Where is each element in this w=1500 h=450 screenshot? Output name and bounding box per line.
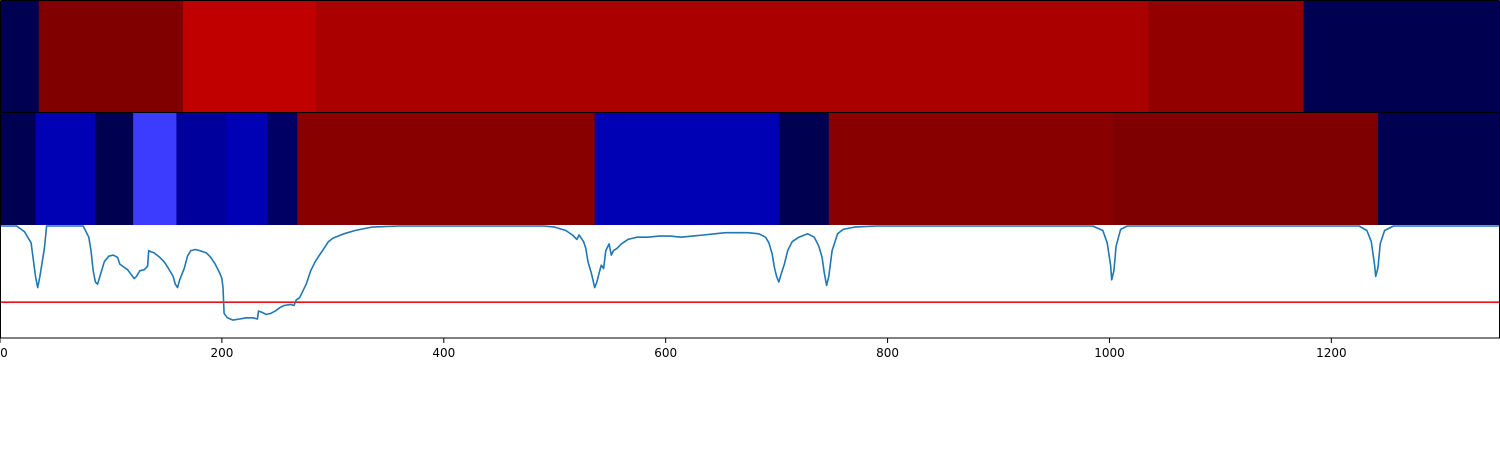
x-tick-label-400: 400: [432, 346, 455, 360]
heatmap-cell-2-8: [297, 113, 596, 225]
line-panel: [0, 0, 1500, 339]
heatmap-cell-2-13: [1377, 113, 1500, 225]
heatmap-cell-2-2: [35, 113, 97, 225]
heatmap-cell-1-3: [183, 1, 317, 112]
heatmap-cell-1-1: [0, 1, 40, 112]
line-panel-background: [0, 226, 1500, 338]
heatmap-cell-2-6: [226, 113, 268, 225]
series-line: [0, 225, 1500, 321]
heatmap-track-2: [0, 113, 1500, 225]
x-tick-label-1200: 1200: [1316, 346, 1347, 360]
heatmap-track-1: [0, 1, 1500, 112]
heatmap-cell-2-10: [778, 113, 830, 225]
heatmap-cell-2-1: [0, 113, 37, 225]
heatmap-cell-2-11: [828, 113, 1114, 225]
heatmap-cell-2-12: [1112, 113, 1379, 225]
heatmap-cell-2-5: [176, 113, 227, 225]
x-tick-label-1000: 1000: [1094, 346, 1125, 360]
heatmap-cell-1-4: [316, 1, 1149, 112]
x-axis: 0 200 400 600 800 1000 1200: [0, 338, 1347, 360]
heatmap-cell-1-5: [1148, 1, 1305, 112]
x-tick-label-0: 0: [0, 346, 8, 360]
heatmap-cell-1-6: [1303, 1, 1500, 112]
heatmap-cell-2-7: [267, 113, 298, 225]
heatmap-cell-1-2: [38, 1, 184, 112]
heatmap-cell-2-9: [594, 113, 780, 225]
heatmap-cell-2-3: [95, 113, 134, 225]
x-tick-label-200: 200: [210, 346, 233, 360]
heatmap-cell-2-4: [133, 113, 178, 225]
x-tick-label-800: 800: [876, 346, 899, 360]
x-tick-label-600: 600: [654, 346, 677, 360]
